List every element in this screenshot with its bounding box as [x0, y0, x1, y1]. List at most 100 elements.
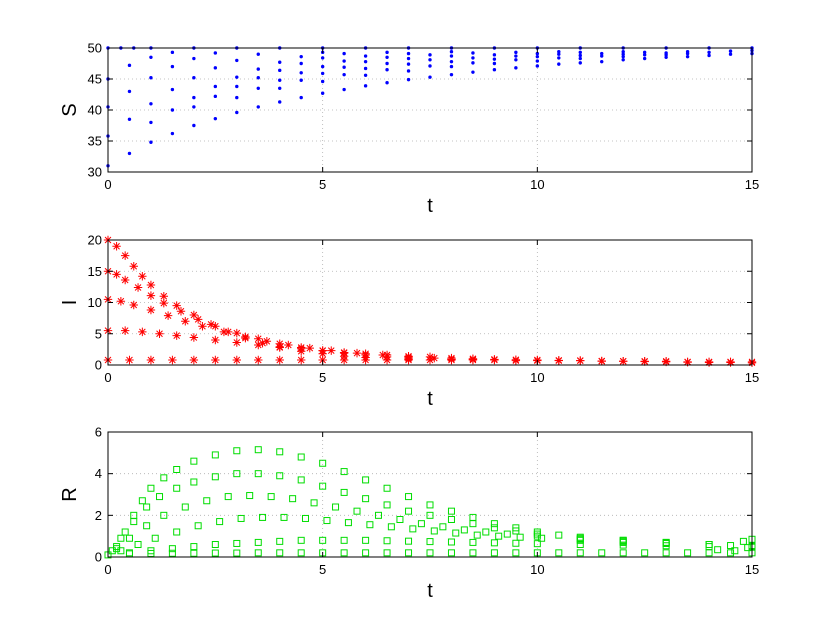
i-x-axis-label: t	[427, 388, 433, 410]
r-data-point	[362, 536, 370, 544]
i-data-point	[254, 355, 263, 365]
s-data-point	[557, 50, 561, 54]
r-data-point	[576, 536, 584, 544]
i-data-point	[305, 343, 314, 353]
r-data-point	[744, 544, 752, 552]
r-data-point	[125, 534, 133, 542]
r-data-point	[469, 538, 477, 546]
s-data-point	[363, 73, 368, 77]
r-data-point	[323, 517, 331, 525]
i-data-point	[352, 348, 362, 358]
r-data-point	[160, 511, 168, 519]
r-data-point	[555, 549, 563, 557]
s-data-point	[192, 105, 196, 109]
s-data-point	[385, 55, 389, 59]
r-data-point	[151, 534, 159, 542]
r-data-point	[516, 533, 524, 541]
r-data-point	[143, 522, 151, 530]
r-data-point	[194, 522, 202, 530]
r-data-point	[727, 542, 735, 550]
r-data-point	[173, 484, 181, 492]
s-data-point	[557, 56, 561, 60]
r-data-point	[430, 527, 438, 535]
r-data-point	[374, 511, 382, 519]
s-data-point	[535, 51, 540, 56]
r-data-point	[147, 549, 155, 557]
r-data-point	[383, 501, 391, 509]
s-data-point	[514, 58, 518, 62]
r-data-point	[409, 525, 417, 533]
s-x-tick-label: 10	[530, 177, 544, 192]
i-data-point	[254, 340, 263, 350]
s-series	[106, 46, 754, 168]
r-data-point	[168, 545, 176, 553]
s-data-point	[406, 51, 411, 56]
r-data-point	[117, 534, 125, 542]
s-y-tick-label: 35	[88, 134, 102, 149]
i-data-point	[704, 358, 714, 367]
r-data-point	[340, 536, 348, 544]
s-data-point	[685, 51, 690, 56]
r-data-point	[121, 528, 129, 536]
r-data-point	[108, 547, 116, 555]
r-data-point	[173, 528, 181, 536]
r-data-point	[512, 527, 520, 535]
r-data-point	[267, 493, 275, 501]
i-data-point	[284, 340, 293, 350]
s-data-point	[170, 50, 175, 55]
s-x-tick-label: 5	[319, 177, 326, 192]
i-data-point	[172, 301, 181, 310]
i-data-point	[241, 332, 250, 342]
s-data-point	[342, 87, 346, 92]
r-data-point	[503, 530, 511, 538]
r-y-tick-label: 0	[95, 550, 102, 565]
r-data-point	[203, 497, 211, 505]
s-data-point	[449, 50, 454, 54]
r-data-point	[297, 476, 305, 484]
i-x-tick-label: 5	[319, 370, 326, 385]
s-data-point	[471, 61, 475, 65]
r-data-point	[426, 511, 434, 519]
r-data-point	[190, 478, 198, 486]
r-data-point	[340, 488, 348, 496]
r-data-point	[138, 497, 146, 505]
r-data-point	[254, 446, 262, 454]
i-data-point	[425, 355, 435, 365]
r-data-point	[276, 537, 284, 545]
s-data-point	[471, 56, 475, 60]
i-y-tick-label: 5	[95, 326, 102, 341]
r-data-point	[469, 520, 477, 528]
r-data-point	[512, 549, 520, 557]
r-data-point	[460, 526, 468, 534]
r-data-point	[117, 547, 125, 555]
r-data-point	[426, 501, 434, 509]
r-data-point	[396, 516, 404, 523]
s-data-point	[385, 61, 389, 66]
i-data-point	[159, 298, 169, 308]
r-data-point	[310, 499, 318, 507]
s-data-point	[642, 56, 647, 61]
r-data-point	[662, 549, 670, 557]
i-data-point	[232, 338, 241, 347]
r-data-point	[362, 495, 370, 503]
r-data-point	[490, 549, 498, 557]
s-data-point	[342, 65, 346, 69]
r-data-point	[113, 545, 121, 553]
r-data-point	[143, 503, 151, 511]
i-data-point	[382, 350, 392, 360]
r-data-point	[289, 495, 297, 503]
r-data-point	[297, 453, 305, 461]
s-data-point	[449, 59, 454, 64]
i-data-point	[404, 355, 413, 365]
s-data-point	[235, 95, 239, 100]
s-x-tick-label: 0	[104, 177, 111, 192]
r-data-point	[362, 549, 370, 557]
s-data-point	[299, 54, 303, 59]
r-data-point	[473, 531, 481, 539]
r-data-point	[426, 549, 434, 557]
i-x-tick-label: 0	[104, 370, 111, 385]
i-data-point	[275, 355, 284, 365]
i-data-point	[211, 355, 220, 365]
r-data-point	[130, 511, 138, 519]
r-data-point	[319, 482, 327, 490]
